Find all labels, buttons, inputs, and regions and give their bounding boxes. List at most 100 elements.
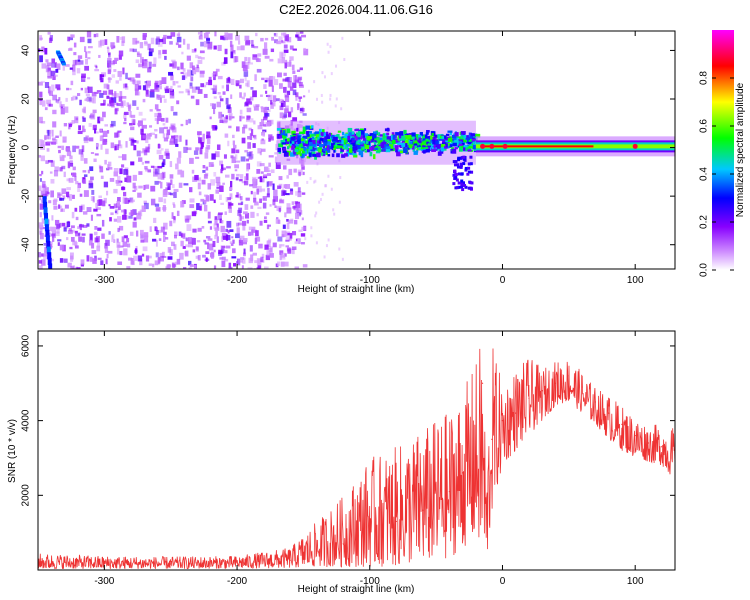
spectrogram-noise-cell [125,72,128,80]
spectrogram-band-cell [378,142,383,147]
spectrogram-noise-cell [61,188,67,194]
spectrogram-noise-cell [247,267,253,269]
spectrogram-noise-cell [297,187,301,193]
spectrogram-noise-cell [286,247,291,252]
spectrogram-noise-cell [295,92,299,98]
spectrogram-noise-cell [231,236,234,239]
spectrogram-noise-cell [158,50,162,55]
spectrogram-noise-cell [199,50,205,54]
spectrogram-noise-cell [220,114,224,120]
spectrogram-noise-cell [90,214,93,221]
spectrogram-noise-cell [50,90,53,95]
spectrogram-band-cell [318,149,322,153]
spectrogram-noise-cell [118,155,122,159]
spectrogram-noise-cell [110,142,115,149]
spectrogram-noise-cell [62,63,65,71]
spectrogram-edge-streak [43,207,48,215]
spectrogram-noise-cell [271,102,276,107]
spectrogram-band-cell [376,137,380,142]
spectrogram-noise-cell [69,252,74,260]
spectrogram-noise-cell [295,34,299,38]
spectrogram-noise-cell [248,62,254,65]
spectrogram-noise-cell [113,203,118,209]
spectrogram-noise-cell [107,164,110,170]
spectrogram-noise-cell [58,204,61,209]
spectrogram-noise-cell [109,97,113,101]
spectrogram-noise-cell [230,51,234,59]
spectrogram-noise-cell [59,154,64,159]
spectrogram-noise-cell [213,223,216,230]
spectrogram-noise-cell [285,105,289,112]
spectrogram-noise-cell [259,151,262,156]
spectrogram-noise-cell [83,224,88,228]
spectrogram-band-cell [376,148,382,153]
spectrogram-noise-cell [239,115,242,122]
spectrogram-noise-cell [252,57,257,60]
spectrogram-noise-cell [257,148,262,154]
spectrogram-noise-cell [147,143,151,150]
spectrogram-noise-cell [287,111,292,118]
spectrogram-noise-cell [280,261,285,267]
spectrogram-edge-streak [49,269,53,276]
spectrogram-band-cell [342,142,345,145]
spectrogram-noise-cell [329,45,332,49]
spectrogram-noise-cell [140,233,144,239]
spectrogram-noise-cell [256,188,260,195]
spectrogram-band-cell [394,145,399,150]
spectrogram-band-cell [317,140,320,144]
spectrogram-noise-cell [199,205,202,211]
spectrogram-noise-cell [243,180,249,186]
spectrogram-noise-cell [253,191,256,199]
spectrogram-noise-cell [154,168,160,175]
spectrogram-noise-cell [49,35,53,42]
spectrogram-noise-cell [244,150,249,153]
spectrogram-noise-cell [237,202,243,206]
spectrogram-noise-cell [173,188,179,192]
spectrogram-noise-cell [149,226,152,232]
spectrogram-band-cell [299,153,302,157]
spectrogram-noise-cell [295,94,298,101]
spectrogram-noise-cell [163,231,167,235]
spectrogram-noise-cell [52,121,57,128]
spectrogram-band-cell [443,138,448,143]
spectrogram-noise-cell [199,147,203,155]
spectrogram-noise-cell [39,99,43,106]
spectrogram-noise-cell [147,67,152,73]
spectrogram-noise-cell [47,129,50,136]
spectrogram-noise-cell [128,257,133,261]
spectrogram-noise-cell [39,98,43,101]
spectrogram-noise-cell [194,67,200,73]
spectrogram-noise-cell [39,139,43,144]
spectrogram-noise-cell [284,93,289,98]
spectrogram-noise-cell [189,198,195,203]
spectrogram-band-cell [414,146,418,149]
spectrogram-band-cell [322,154,326,157]
spectrogram-band-cell [375,146,380,149]
spectrogram-noise-cell [55,99,60,103]
spectrogram-band-cell [471,138,477,142]
spectrogram-noise-cell [204,242,209,245]
spectrogram-noise-cell [85,135,89,141]
spectrogram-noise-cell [294,201,299,205]
spectrogram-noise-cell [246,164,249,172]
spectrogram-noise-cell [41,170,44,175]
spectrogram-noise-cell [274,32,278,37]
spectrogram-noise-cell [57,145,62,149]
spectrogram-noise-cell [59,156,65,162]
spectrogram-noise-cell [39,37,43,40]
spectrogram-noise-cell [246,107,252,113]
spectrogram-noise-cell [75,117,79,121]
spectrogram-noise-cell [161,255,167,258]
spectrogram-noise-cell [92,109,97,114]
spectrogram-band-cell [361,134,365,139]
spectrogram-noise-cell [104,39,108,45]
spectrogram-band-cell [282,148,287,151]
spectrogram-band-cell [469,135,474,139]
spectrogram-noise-cell [123,169,128,175]
spectrogram-noise-cell [117,130,122,133]
spectrogram-band-cell [350,138,355,143]
spectrogram-noise-cell [47,76,53,79]
spectrogram-noise-cell [42,184,46,191]
x-tick-label: 0 [500,576,506,587]
